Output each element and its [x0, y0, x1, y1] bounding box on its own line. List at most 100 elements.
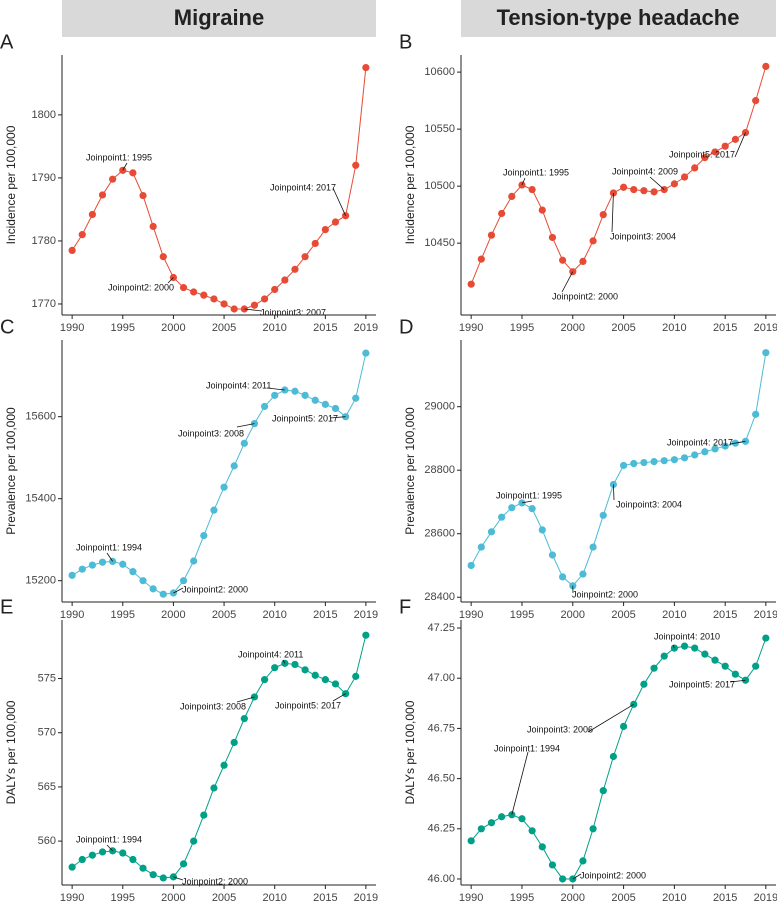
point [549, 234, 556, 241]
point [119, 849, 126, 856]
x-tick-label: 1995 [510, 892, 534, 904]
point [508, 193, 515, 200]
point [231, 305, 238, 312]
annotation: Joinpoint1: 1994 [76, 834, 142, 844]
point [468, 281, 475, 288]
x-tick-label: 2005 [611, 322, 635, 334]
y-tick-label: 10500 [424, 180, 455, 192]
point [620, 462, 627, 469]
point [650, 458, 657, 465]
point [210, 507, 217, 514]
point [160, 874, 167, 881]
point [69, 572, 76, 579]
x-tick-label: 2019 [354, 892, 378, 904]
panel-letter: A [0, 31, 14, 53]
point [322, 401, 329, 408]
point [529, 505, 536, 512]
point [661, 653, 668, 660]
y-tick-label: 1780 [32, 235, 56, 247]
point [600, 512, 607, 519]
annotation: Joinpoint5: 2017 [272, 413, 338, 423]
x-tick-label: 1995 [111, 322, 135, 334]
line [471, 353, 766, 586]
annotation: Joinpoint3: 2008 [180, 701, 246, 711]
point [478, 256, 485, 263]
point [322, 676, 329, 683]
annotation: Joinpoint3: 2004 [616, 499, 682, 509]
x-tick-label: 2019 [754, 609, 777, 621]
annotation: Joinpoint3: 2006 [527, 724, 593, 734]
point [261, 403, 268, 410]
y-tick-label: 47.00 [427, 672, 455, 684]
y-axis-title: Incidence per 100,000 [4, 125, 18, 244]
y-tick-label: 15200 [25, 575, 56, 587]
y-tick-label: 1790 [32, 172, 56, 184]
point [640, 187, 647, 194]
point [180, 860, 187, 867]
y-tick-label: 570 [38, 727, 56, 739]
point [732, 136, 739, 143]
point [352, 673, 359, 680]
x-tick-label: 2000 [161, 609, 185, 621]
x-tick-label: 1990 [459, 892, 483, 904]
annotation: Joinpoint4: 2011 [238, 649, 303, 659]
point [322, 226, 329, 233]
annotation: Joinpoint4: 2011 [206, 380, 271, 390]
x-tick-label: 2005 [611, 892, 635, 904]
point [468, 837, 475, 844]
point [160, 253, 167, 260]
point [150, 585, 157, 592]
x-tick-label: 2015 [713, 609, 737, 621]
point [722, 663, 729, 670]
y-tick-label: 28800 [424, 464, 455, 476]
point [332, 680, 339, 687]
y-axis-title: Prevalence per 100,000 [403, 407, 417, 535]
point [691, 451, 698, 458]
point [762, 634, 769, 641]
leader-line [562, 272, 573, 292]
x-tick-label: 2015 [313, 322, 337, 334]
point [89, 852, 96, 859]
y-tick-label: 28400 [424, 591, 455, 603]
y-axis-title: Incidence per 100,000 [403, 125, 417, 244]
point [579, 570, 586, 577]
point [640, 459, 647, 466]
x-tick-label: 2000 [161, 892, 185, 904]
point [139, 577, 146, 584]
annotation: Joinpoint5: 2017 [669, 679, 735, 689]
point [241, 440, 248, 447]
x-tick-label: 2005 [611, 609, 635, 621]
y-axis-title: DALYs per 100,000 [403, 700, 417, 804]
point [89, 211, 96, 218]
point [620, 184, 627, 191]
y-tick-label: 29000 [424, 401, 455, 413]
x-tick-label: 2005 [212, 892, 236, 904]
annotation: Joinpoint4: 2017 [667, 437, 733, 447]
point [180, 577, 187, 584]
annotation: Joinpoint4: 2009 [612, 166, 678, 176]
point [271, 286, 278, 293]
point [752, 411, 759, 418]
column-header: Tension-type headache [497, 5, 740, 30]
point [488, 819, 495, 826]
line [471, 638, 766, 879]
y-axis-title: Prevalence per 100,000 [4, 407, 18, 535]
x-tick-label: 1995 [510, 609, 534, 621]
point [549, 861, 556, 868]
point [231, 739, 238, 746]
point [220, 300, 227, 307]
point [129, 169, 136, 176]
point [69, 864, 76, 871]
x-tick-label: 1990 [459, 609, 483, 621]
annotation: Joinpoint2: 2000 [108, 282, 174, 292]
point [752, 663, 759, 670]
point [488, 232, 495, 239]
x-tick-label: 2019 [754, 322, 777, 334]
point [200, 532, 207, 539]
x-tick-label: 2015 [713, 892, 737, 904]
point [362, 632, 369, 639]
panel-letter: D [399, 316, 413, 338]
point [610, 753, 617, 760]
annotation: Joinpoint1: 1994 [494, 743, 560, 753]
